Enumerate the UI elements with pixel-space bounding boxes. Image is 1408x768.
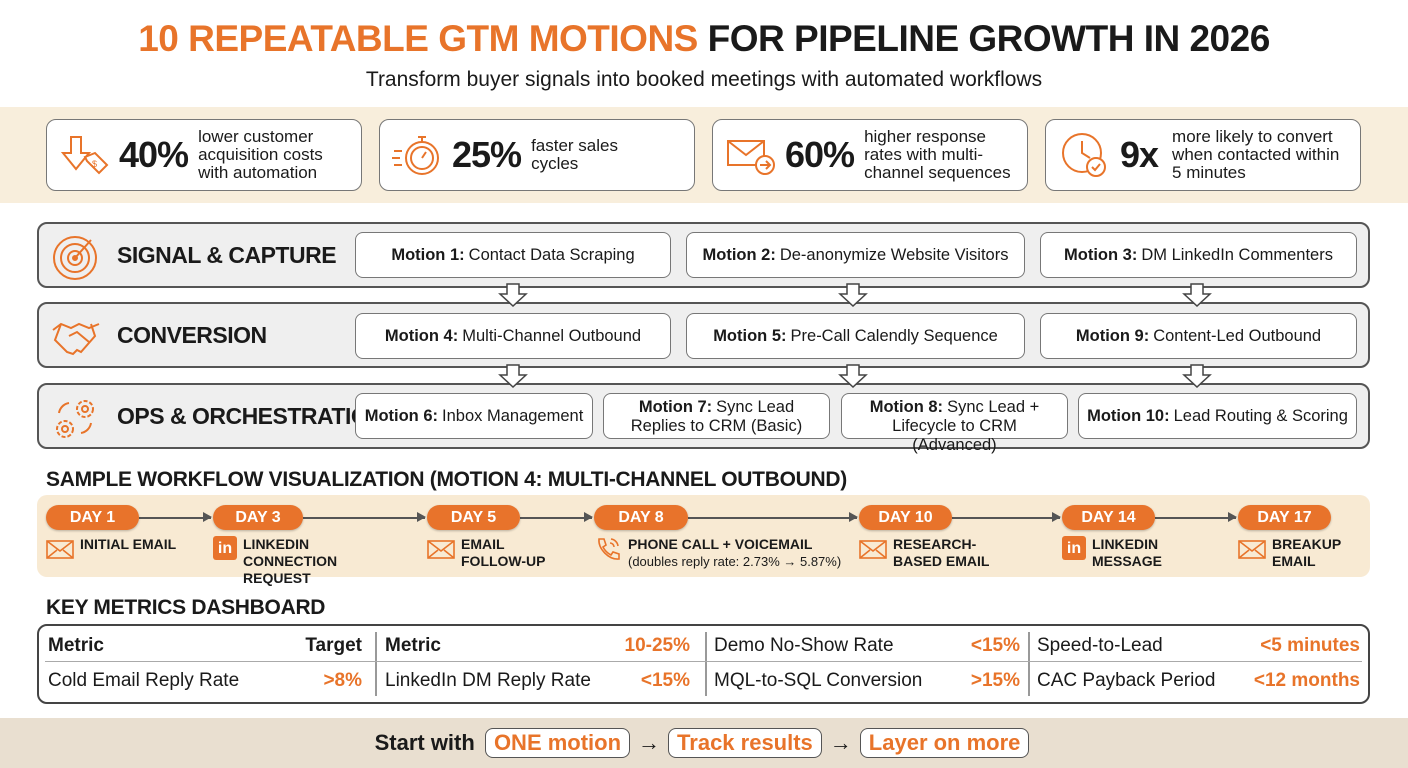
stat-card: 25% faster sales cycles — [379, 119, 695, 191]
metric-target: Target — [305, 635, 362, 656]
metrics-table — [37, 624, 1370, 704]
handshake-icon — [52, 322, 100, 356]
day-pill: DAY 5 — [427, 505, 520, 530]
column-divider — [375, 632, 377, 696]
workflow-step: INITIAL EMAIL — [46, 536, 190, 562]
motion-card[interactable]: Motion 3: DM LinkedIn Commenters — [1040, 232, 1357, 278]
gears-icon — [56, 400, 94, 438]
motion-card[interactable]: Motion 2: De-anonymize Website Visitors — [686, 232, 1025, 278]
metric-target: <12 months — [1253, 670, 1360, 691]
email-icon — [1238, 540, 1266, 559]
metric-name: Metric — [385, 635, 441, 656]
motion-card[interactable]: Motion 6: Inbox Management — [355, 393, 593, 439]
metric-name: LinkedIn DM Reply Rate — [385, 670, 591, 691]
metrics-title: KEY METRICS DASHBOARD — [46, 596, 326, 619]
motion-card[interactable]: Motion 8: Sync Lead + Lifecycle to CRM (A… — [841, 393, 1068, 454]
price-tag-down-icon: $ — [60, 136, 109, 175]
timeline-connector — [952, 513, 1061, 521]
cta-step[interactable]: Track results — [668, 728, 822, 758]
metric-target: 10-25% — [624, 635, 691, 656]
metric-name: Cold Email Reply Rate — [48, 670, 240, 691]
day-pill: DAY 17 — [1238, 505, 1331, 530]
day-pill: DAY 1 — [46, 505, 139, 530]
email-icon — [427, 540, 455, 559]
workflow-step: EMAIL FOLLOW-UP — [427, 536, 571, 570]
motion-card[interactable]: Motion 9: Content-Led Outbound — [1040, 313, 1357, 359]
linkedin-icon: in — [1062, 536, 1086, 560]
down-arrow-icon — [838, 364, 868, 388]
footer-cta: Start with ONE motion → Track results → La… — [0, 718, 1408, 768]
stat-card: 60% higher response rates with multi-chan… — [712, 119, 1028, 191]
day-pill: DAY 8 — [594, 505, 688, 530]
timeline-connector — [688, 513, 858, 521]
phone-icon — [598, 538, 620, 560]
stat-card: 9x more likely to convert when contacted … — [1045, 119, 1361, 191]
metric-target: <15% — [970, 635, 1020, 656]
day-pill: DAY 3 — [213, 505, 303, 530]
row-divider — [45, 661, 1362, 662]
timeline-connector — [303, 513, 426, 521]
down-arrow-icon — [498, 364, 528, 388]
down-arrow-icon — [498, 283, 528, 307]
workflow-step: in LINKEDIN MESSAGE — [1062, 536, 1202, 570]
day-pill: DAY 10 — [859, 505, 952, 530]
metric-name: Speed-to-Lead — [1037, 635, 1163, 656]
clock-check-icon — [1062, 133, 1106, 177]
workflow-title: SAMPLE WORKFLOW VISUALIZATION (MOTION 4:… — [46, 468, 847, 491]
cta-step[interactable]: Layer on more — [859, 728, 1030, 758]
motion-card[interactable]: Motion 5: Pre-Call Calendly Sequence — [686, 313, 1025, 359]
stat-card: $ 40% lower customer acquisition costs wi… — [46, 119, 362, 191]
page-title: 10 REPEATABLE GTM MOTIONS FOR PIPELINE G… — [138, 18, 1270, 59]
radar-icon — [53, 236, 97, 280]
metric-name: Demo No-Show Rate — [714, 635, 894, 656]
timeline-connector — [520, 513, 593, 521]
motion-card[interactable]: Motion 7: Sync Lead Replies to CRM (Basic… — [603, 393, 830, 439]
metric-target: <5 minutes — [1260, 635, 1360, 656]
metric-name: Metric — [48, 635, 104, 656]
metric-target: >8% — [323, 670, 362, 691]
workflow-step: RESEARCH-BASED EMAIL — [859, 536, 1023, 570]
motion-card[interactable]: Motion 10: Lead Routing & Scoring — [1078, 393, 1357, 439]
column-divider — [705, 632, 707, 696]
timeline-connector — [139, 513, 212, 521]
linkedin-icon: in — [213, 536, 237, 560]
email-icon — [46, 540, 74, 559]
workflow-step: BREAKUP EMAIL — [1238, 536, 1382, 570]
page-subtitle: Transform buyer signals into booked meet… — [365, 68, 1043, 91]
day-pill: DAY 14 — [1062, 505, 1155, 530]
cta-step[interactable]: ONE motion — [484, 728, 631, 758]
email-icon — [859, 540, 887, 559]
motion-card[interactable]: Motion 4: Multi-Channel Outbound — [355, 313, 671, 359]
metric-target: <15% — [640, 670, 690, 691]
svg-text:$: $ — [92, 159, 97, 169]
workflow-step: PHONE CALL + VOICEMAIL (doubles reply rat… — [594, 536, 868, 570]
down-arrow-icon — [838, 283, 868, 307]
column-divider — [1028, 632, 1030, 696]
down-arrow-icon — [1182, 283, 1212, 307]
email-arrow-icon — [727, 140, 775, 175]
stopwatch-icon — [392, 136, 439, 175]
timeline-connector — [1155, 513, 1237, 521]
metric-name: MQL-to-SQL Conversion — [714, 670, 923, 691]
motion-card[interactable]: Motion 1: Contact Data Scraping — [355, 232, 671, 278]
down-arrow-icon — [1182, 364, 1212, 388]
metric-target: >15% — [970, 670, 1020, 691]
workflow-step: in LINKEDIN CONNECTION REQUEST — [213, 536, 403, 587]
metric-name: CAC Payback Period — [1037, 670, 1216, 691]
